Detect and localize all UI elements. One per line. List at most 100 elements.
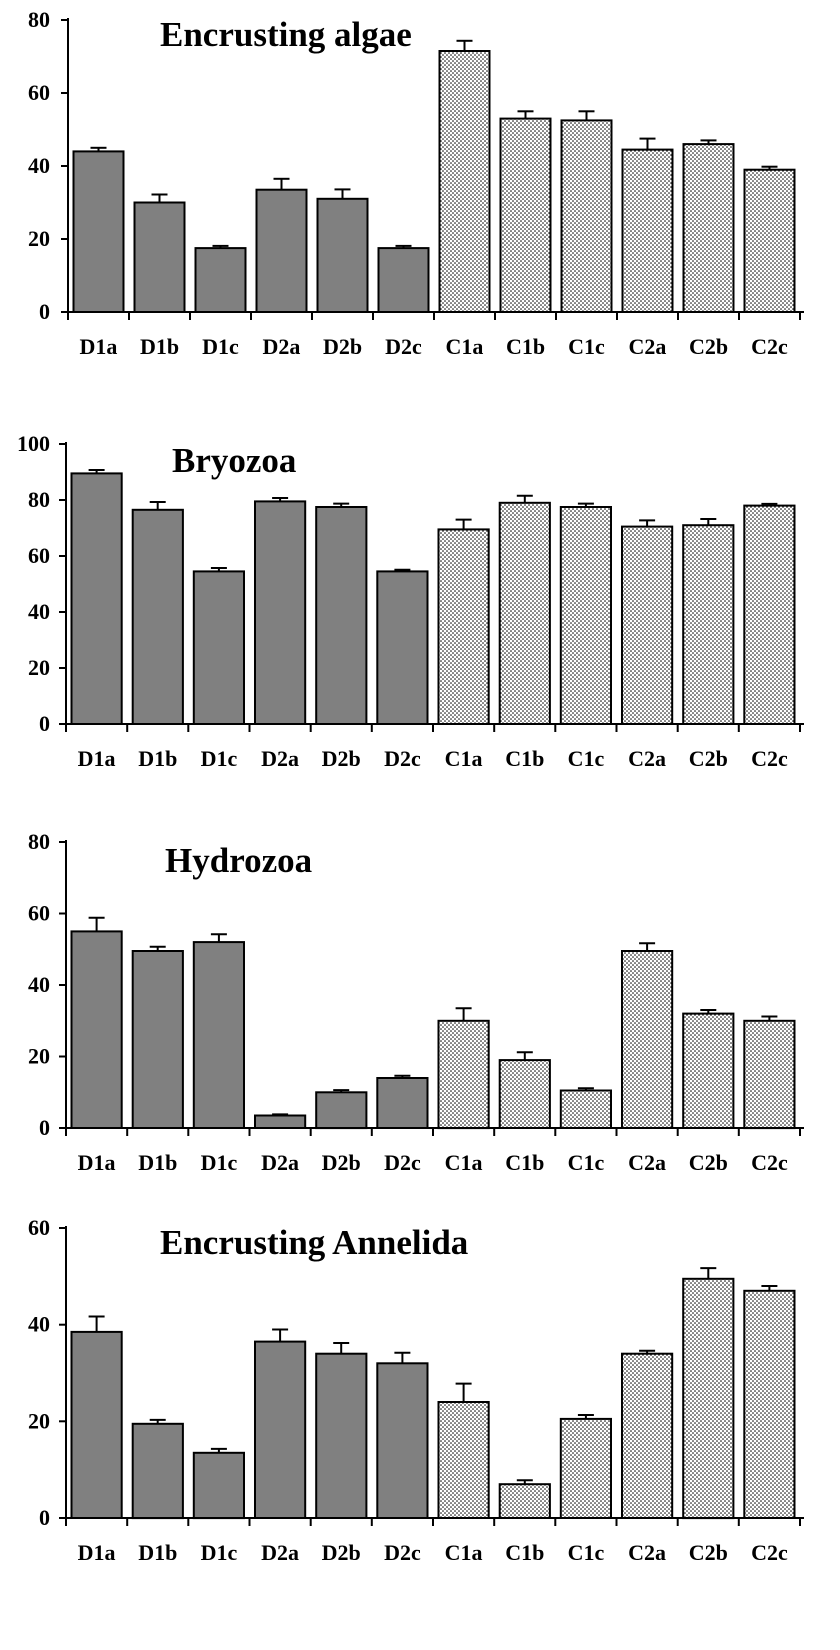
- x-tick-label-D1c: D1c: [201, 1540, 238, 1565]
- x-tick-label-C1c: C1c: [568, 1150, 605, 1175]
- bar-D1c: [192, 570, 246, 726]
- x-tick-label-C2b: C2b: [689, 746, 728, 771]
- x-tick-label-C1b: C1b: [506, 334, 545, 359]
- bar-D2a: [254, 1114, 307, 1129]
- bar-C1a: [438, 50, 491, 313]
- x-tick-label-C1b: C1b: [505, 1150, 544, 1175]
- bar-C2a: [621, 525, 674, 725]
- y-tick-label: 20: [28, 1408, 50, 1433]
- chart-panel-2: 0 20 40 60 80 100 D1a D1b D1c D2a D2b D2c C1a C1b C1c C…: [17, 431, 804, 771]
- bar-D1c: [194, 247, 247, 314]
- bar-D2a: [254, 1340, 307, 1519]
- bar-C1c: [559, 506, 612, 725]
- bar-D1c: [192, 1451, 246, 1520]
- x-tick-label-C2c: C2c: [751, 746, 788, 771]
- x-tick-label-D1c: D1c: [201, 1150, 238, 1175]
- x-tick-label-D2a: D2a: [263, 334, 301, 359]
- bar-D1b: [133, 201, 186, 313]
- chart-panel-1: 0 20 40 60 80 D1a D1b D1c D2a D2b D2c C1a C1b C1c C2a C…: [28, 7, 804, 359]
- bar-D2c: [376, 1362, 429, 1520]
- x-tick-label-C1a: C1a: [445, 1540, 483, 1565]
- bar-C2a: [621, 148, 674, 313]
- bar-C2b: [682, 1277, 735, 1520]
- x-tick-label-D1a: D1a: [78, 1150, 116, 1175]
- bar-D1b: [131, 1422, 184, 1520]
- x-tick-label-C1c: C1c: [568, 746, 605, 771]
- x-tick-label-C2c: C2c: [751, 334, 788, 359]
- bar-D2b: [315, 506, 368, 725]
- bar-D2b: [316, 197, 369, 313]
- bar-C2b: [682, 143, 735, 313]
- bar-C2c: [743, 1289, 796, 1520]
- bar-C1b: [498, 1059, 551, 1129]
- bar-C1c: [559, 1089, 612, 1129]
- x-tick-label-C1c: C1c: [568, 1540, 605, 1565]
- bar-D1b: [131, 508, 184, 725]
- x-tick-label-C1a: C1a: [445, 746, 483, 771]
- bar-D1b: [131, 950, 184, 1129]
- bar-D1a: [70, 930, 123, 1130]
- y-tick-label: 0: [39, 299, 50, 324]
- chart-title: Hydrozoa: [165, 841, 312, 880]
- x-tick-label-C1a: C1a: [446, 334, 484, 359]
- x-tick-label-D2c: D2c: [384, 1540, 421, 1565]
- bar-C1a: [437, 1401, 490, 1519]
- bar-C2c: [743, 504, 796, 725]
- bar-C1c: [560, 119, 613, 314]
- bar-D2a: [254, 500, 307, 725]
- bar-C1b: [498, 501, 551, 725]
- x-tick-label-C2b: C2b: [689, 1150, 728, 1175]
- bar-C1b: [499, 117, 552, 313]
- chart-panel-3: 0 20 40 60 80 D1a D1b D1c D2a D2b D2c C1a C1b C1c C2a C…: [28, 829, 804, 1175]
- bar-C1c: [559, 1417, 612, 1520]
- chart-title: Encrusting Annelida: [160, 1223, 468, 1262]
- bar-C1a: [437, 528, 490, 726]
- bar-C2a: [621, 1352, 674, 1519]
- x-tick-label-D2b: D2b: [322, 746, 361, 771]
- x-tick-label-C2b: C2b: [689, 1540, 728, 1565]
- bar-C2c: [743, 168, 796, 313]
- y-tick-label: 60: [28, 901, 50, 926]
- bar-C1b: [498, 1483, 551, 1519]
- bar-D2a: [255, 188, 308, 313]
- x-tick-label-C2b: C2b: [689, 334, 728, 359]
- chart-title: Bryozoa: [172, 441, 296, 480]
- x-tick-label-D2c: D2c: [384, 746, 421, 771]
- x-tick-label-D2a: D2a: [261, 1150, 299, 1175]
- x-tick-label-C2c: C2c: [751, 1540, 788, 1565]
- y-tick-label: 100: [17, 431, 50, 456]
- x-tick-label-D1c: D1c: [202, 334, 239, 359]
- bar-D1a: [70, 1330, 123, 1520]
- x-tick-label-C2a: C2a: [628, 1150, 666, 1175]
- y-tick-label: 40: [28, 972, 50, 997]
- chart-title: Encrusting algae: [160, 15, 412, 54]
- y-tick-label: 0: [39, 1115, 50, 1140]
- x-tick-label-D2c: D2c: [385, 334, 422, 359]
- x-tick-label-C1b: C1b: [505, 746, 544, 771]
- y-tick-label: 0: [39, 711, 50, 736]
- bar-D2b: [315, 1352, 368, 1519]
- x-tick-label-D1a: D1a: [80, 334, 118, 359]
- bar-C2a: [621, 950, 674, 1129]
- bar-D2c: [377, 247, 430, 314]
- bar-D1a: [70, 472, 123, 725]
- bar-C2b: [682, 524, 735, 726]
- y-tick-label: 80: [28, 7, 50, 32]
- bar-D2c: [376, 570, 429, 726]
- bar-C1a: [437, 1019, 490, 1130]
- y-tick-label: 60: [28, 543, 50, 568]
- y-tick-label: 80: [28, 487, 50, 512]
- y-tick-label: 80: [28, 829, 50, 854]
- bar-C2c: [743, 1019, 796, 1130]
- y-tick-label: 40: [28, 153, 50, 178]
- x-tick-label-C1c: C1c: [568, 334, 605, 359]
- x-tick-label-D2b: D2b: [323, 334, 362, 359]
- x-tick-label-D1b: D1b: [138, 1540, 177, 1565]
- x-tick-label-C2a: C2a: [629, 334, 667, 359]
- bar-D1c: [192, 941, 246, 1129]
- x-tick-label-C2a: C2a: [628, 1540, 666, 1565]
- x-tick-label-D1c: D1c: [201, 746, 238, 771]
- x-tick-label-D1b: D1b: [138, 1150, 177, 1175]
- bar-D2c: [376, 1077, 429, 1129]
